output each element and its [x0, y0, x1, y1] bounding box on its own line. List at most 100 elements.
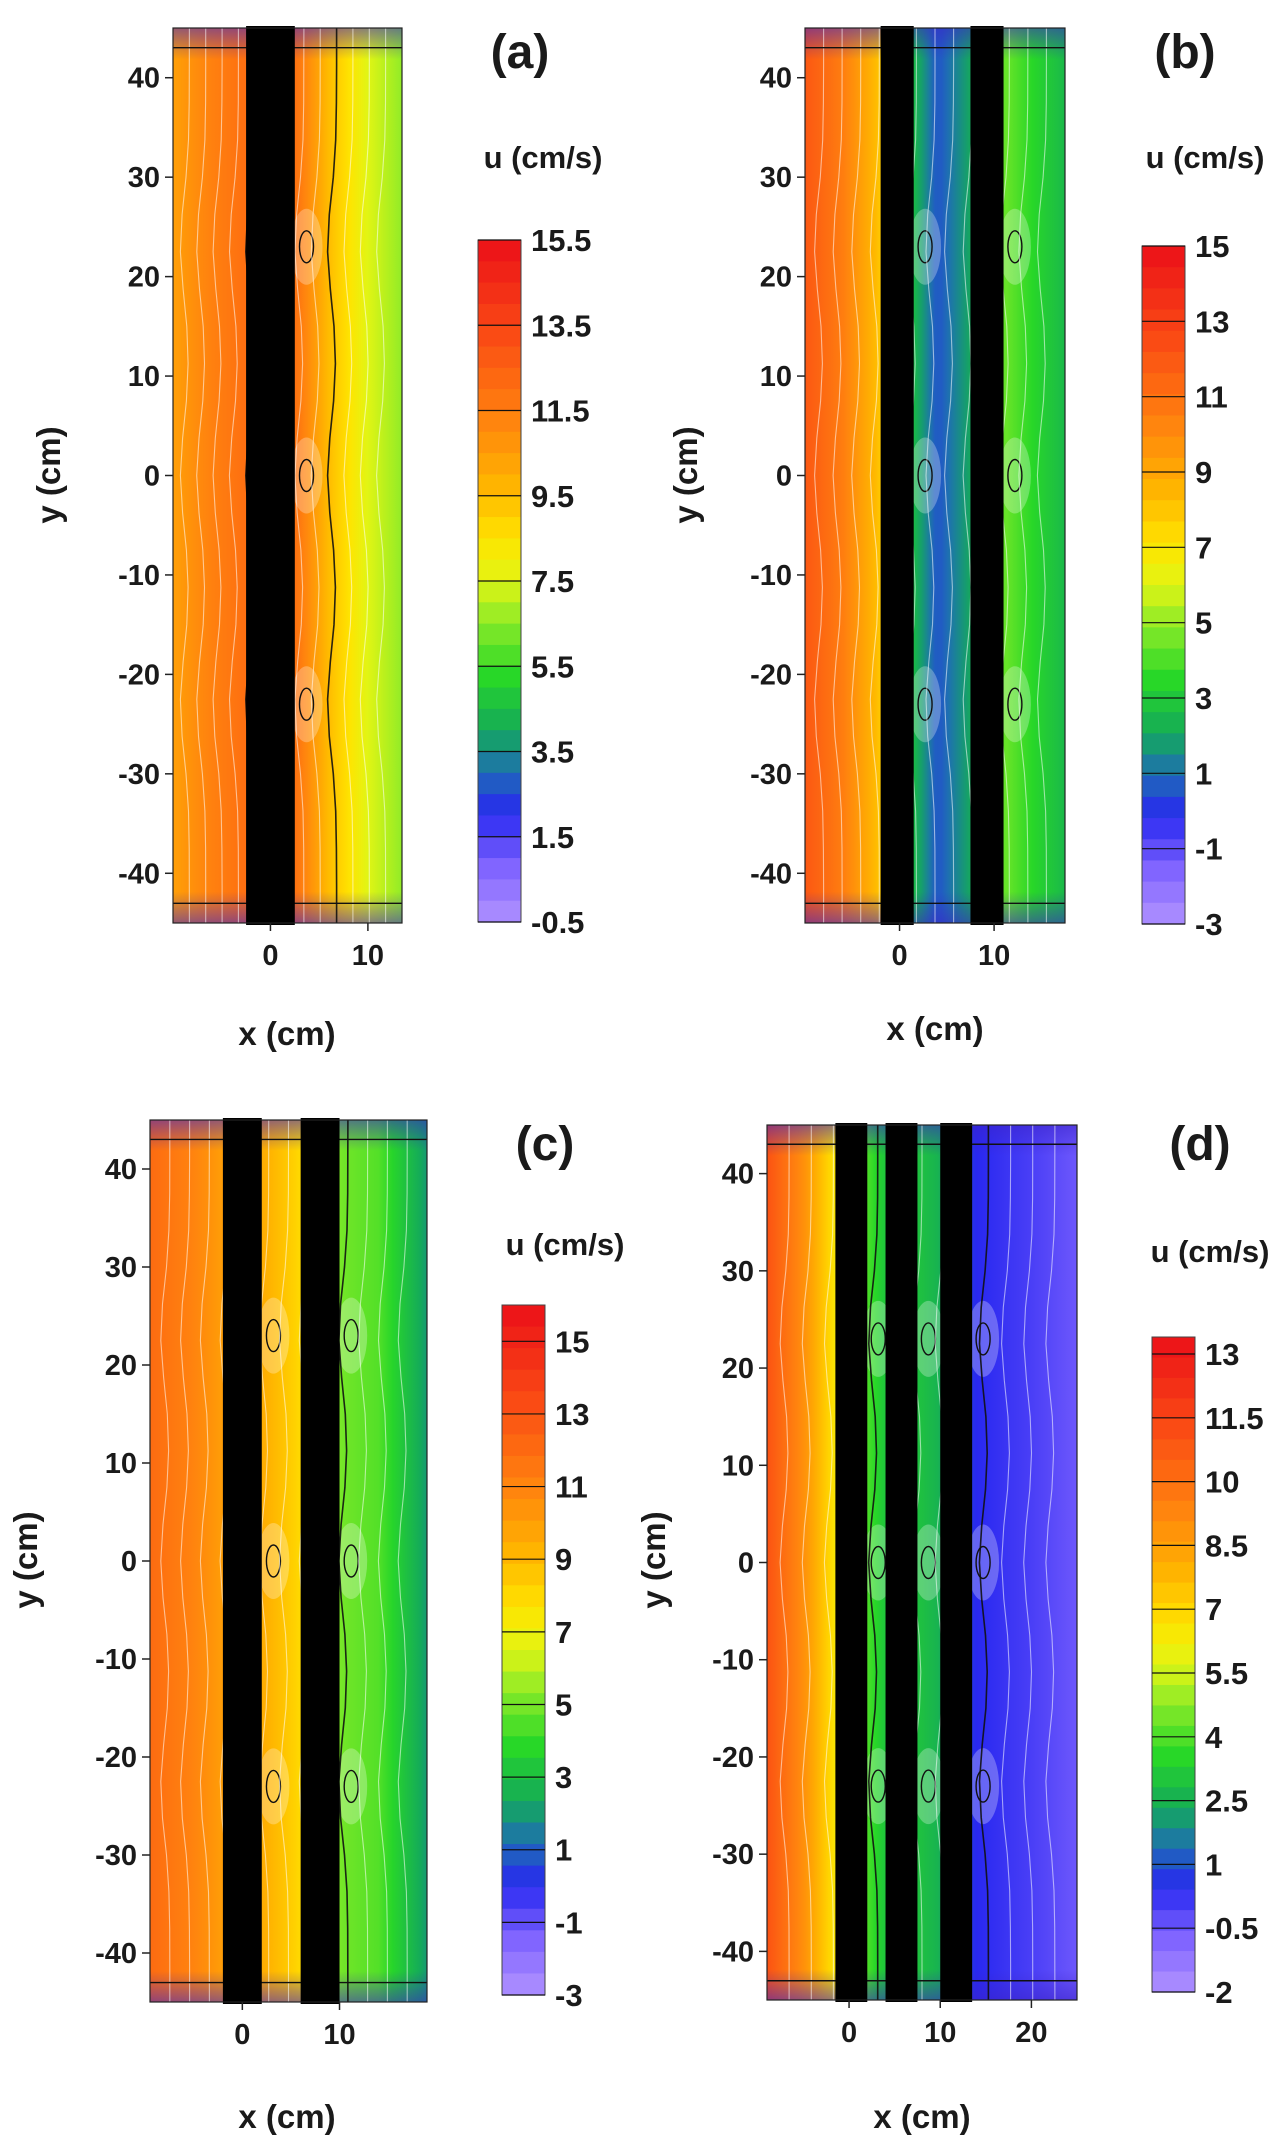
contour-line — [851, 28, 862, 923]
x-axis: 0 10 — [234, 2002, 356, 2051]
contour-line — [179, 28, 190, 923]
contour-line — [832, 28, 843, 923]
hotspot-contour — [343, 1769, 359, 1804]
hotspot-contour — [265, 1318, 282, 1353]
contour-line — [814, 28, 825, 923]
obstacle-bar-1 — [835, 1123, 868, 2002]
x-tick-label: 10 — [924, 2017, 956, 2049]
hotspot-contour — [975, 1769, 991, 1803]
colorbar-band — [502, 1650, 545, 1673]
colorbar: u (cm/s) 15.5 13.5 11.5 9.5 7.5 5.5 3.5 1.5 -0.5 — [477, 140, 602, 940]
panel-d: 40 30 20 10 0 -10 -20 -30 -40 0 10 20 x (cm) y (cm) (d… — [635, 1118, 1269, 2135]
contour-line — [326, 28, 338, 923]
colorbar-band — [502, 1736, 545, 1759]
hotspot — [290, 437, 323, 514]
colorbar-band — [1152, 1910, 1195, 1932]
colorbar: u (cm/s) 13 11.5 10 8.5 7 5.5 4 2.5 1 -0.5 -2 — [1151, 1234, 1270, 2010]
colorbar-tick-label: 13 — [1205, 1337, 1239, 1372]
colorbar-tick-label: -3 — [555, 1978, 583, 2013]
colorbar-band — [1152, 1848, 1195, 1870]
colorbar-tick-label: 4 — [1205, 1720, 1223, 1755]
y-tick-label: 20 — [105, 1350, 137, 1382]
wall-layer — [150, 1120, 427, 2002]
y-tick-label: 0 — [121, 1546, 137, 1578]
x-axis: 0 10 20 — [841, 2000, 1048, 2049]
colorbar-tick-label: -1 — [555, 1905, 583, 1940]
hotspot — [998, 666, 1031, 743]
colorbar-tick-label: 7 — [1195, 530, 1212, 565]
colorbar-band — [1152, 1807, 1195, 1829]
contour-lines — [150, 1120, 427, 2002]
y-tick-label: 10 — [760, 361, 792, 393]
y-tick-label: 0 — [738, 1548, 754, 1580]
colorbar-band — [478, 794, 521, 817]
panel-a: 40 30 20 10 0 -10 -20 -30 -40 0 10 x (cm) y (cm) (a) u… — [30, 26, 602, 1052]
colorbar-band — [502, 1542, 545, 1565]
hotspot-contour — [1007, 458, 1023, 493]
contour-line — [1018, 28, 1029, 923]
x-tick-label: 20 — [1015, 2017, 1047, 2049]
hotspot — [257, 1297, 290, 1374]
contour-line — [962, 28, 973, 923]
y-tick-label: 20 — [128, 262, 160, 294]
colorbar-band — [1142, 712, 1185, 734]
colorbar-band — [1142, 563, 1185, 586]
y-axis: 40 30 20 10 0 -10 -20 -30 -40 — [750, 63, 805, 890]
hotspot-contour — [870, 1769, 886, 1803]
colorbar-band — [1142, 246, 1185, 268]
colorbar-band — [1152, 1377, 1195, 1400]
contour-line — [310, 28, 321, 923]
x-tick-label: 0 — [841, 2017, 857, 2049]
colorbar-band — [1142, 860, 1185, 883]
colorbar-tick-label: 15 — [1195, 229, 1229, 264]
colorbar-band — [478, 687, 521, 710]
colorbar-band — [478, 879, 521, 902]
panel-label: (d) — [1169, 1118, 1230, 1171]
colorbar-band — [478, 900, 521, 923]
colorbar-band — [1152, 1357, 1195, 1379]
colorbar-tick-label: 11 — [1195, 380, 1228, 415]
colorbar-band — [502, 1520, 545, 1543]
contour-field — [805, 28, 1065, 923]
colorbar-tick-label: -0.5 — [531, 905, 584, 940]
colorbar-tick-label: -1 — [1195, 832, 1223, 867]
colorbar-band — [502, 1369, 545, 1392]
colorbar-band — [1152, 1971, 1195, 1993]
contour-field — [150, 1120, 427, 2002]
contour-line — [199, 1120, 210, 2002]
hotspot-contour — [1007, 230, 1023, 264]
colorbar-band — [502, 1714, 545, 1737]
contour-line — [377, 1120, 388, 2002]
x-axis: 0 10 — [891, 923, 1010, 972]
hotspot — [257, 1523, 290, 1599]
y-tick-label: -10 — [750, 560, 792, 592]
contour-line — [180, 1120, 191, 2002]
hotspot — [967, 1748, 1000, 1825]
colorbar-tick-label: 5.5 — [1205, 1656, 1248, 1691]
obstacle-bar-2 — [885, 1123, 918, 2002]
colorbar-band — [1142, 436, 1185, 459]
colorbar-band — [1152, 1541, 1195, 1563]
y-tick-label: 10 — [105, 1448, 137, 1480]
colorbar-band — [478, 751, 521, 774]
colorbar-band — [478, 303, 521, 326]
colorbar-band — [478, 666, 521, 689]
colorbar: u (cm/s) 15 13 11 9 7 5 3 1 -1 -3 — [1141, 140, 1264, 942]
y-tick-label: -40 — [750, 858, 792, 890]
y-axis: 40 30 20 10 0 -10 -20 -30 -40 — [118, 63, 173, 890]
colorbar-band — [502, 1908, 545, 1931]
colorbar-tick-label: 9 — [1195, 455, 1212, 490]
colorbar-band — [502, 1563, 545, 1586]
colorbar-band — [1142, 627, 1185, 650]
colorbar-band — [1142, 690, 1185, 713]
colorbar-band — [478, 325, 521, 348]
hotspot — [257, 1748, 290, 1825]
colorbar-tick-label: 13 — [555, 1397, 589, 1432]
colorbar-band — [502, 1973, 545, 1996]
colorbar-band — [478, 261, 521, 284]
hotspot-contour — [298, 458, 315, 493]
colorbar-band — [502, 1800, 545, 1824]
colorbar-band — [478, 815, 521, 838]
colorbar-band — [502, 1348, 545, 1371]
